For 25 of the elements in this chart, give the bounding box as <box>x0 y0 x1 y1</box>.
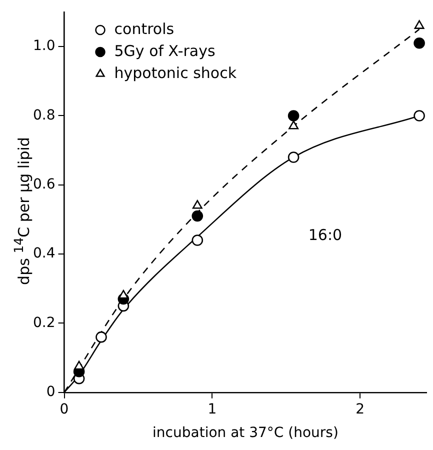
point <box>414 37 425 49</box>
point <box>414 110 425 122</box>
point <box>192 210 204 222</box>
point <box>192 200 202 209</box>
point <box>192 234 204 246</box>
annotation: 16:0 <box>308 226 342 244</box>
y-tick-label: 0.4 <box>33 246 56 262</box>
x-tick-label: 0 <box>60 401 69 418</box>
y-tick-label: 1.0 <box>33 38 56 54</box>
point <box>288 152 300 163</box>
y-tick-label: 0.8 <box>33 107 56 124</box>
y-tick-label: 0.6 <box>33 176 56 193</box>
point <box>414 20 424 29</box>
legend-label: controls <box>114 20 174 38</box>
point <box>288 110 300 122</box>
x-tick-label: 2 <box>356 401 365 418</box>
point <box>96 331 107 343</box>
x-axis-title: incubation at 37°C (hours) <box>152 425 338 442</box>
point <box>288 120 299 130</box>
legend-label: hypotonic shock <box>114 64 237 82</box>
x-tick-label: 1 <box>208 401 217 418</box>
y-tick-label: 0 <box>46 384 56 400</box>
y-tick-label: 0.2 <box>33 314 56 331</box>
point <box>74 360 84 370</box>
legend-label: 5Gy of X-rays <box>114 42 216 60</box>
